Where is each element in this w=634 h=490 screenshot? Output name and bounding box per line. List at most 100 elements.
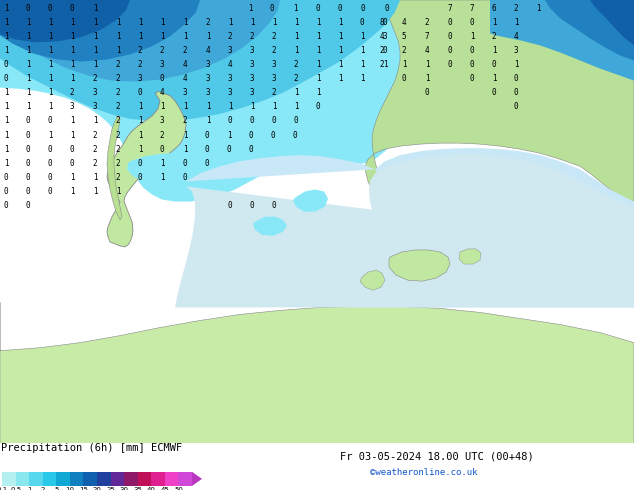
- Text: 1: 1: [48, 60, 53, 69]
- Text: 1: 1: [138, 32, 142, 41]
- Text: 6: 6: [492, 3, 496, 13]
- Text: 0: 0: [338, 3, 342, 13]
- Text: 2: 2: [115, 88, 120, 97]
- Text: 7: 7: [448, 3, 452, 13]
- Text: 1: 1: [425, 74, 429, 83]
- Text: 0: 0: [4, 201, 8, 210]
- Text: 0: 0: [294, 117, 299, 125]
- Text: 1: 1: [26, 102, 30, 111]
- Text: 1: 1: [492, 18, 496, 26]
- Polygon shape: [293, 190, 328, 212]
- Polygon shape: [107, 92, 186, 247]
- Text: 3: 3: [228, 88, 232, 97]
- Text: 2: 2: [115, 145, 120, 154]
- Text: 1: 1: [26, 74, 30, 83]
- Polygon shape: [459, 249, 481, 264]
- Text: 0: 0: [205, 159, 209, 168]
- Text: 1: 1: [70, 130, 74, 140]
- Polygon shape: [0, 0, 400, 121]
- Text: 3: 3: [138, 74, 142, 83]
- Text: 1: 1: [183, 18, 187, 26]
- Text: 2: 2: [380, 46, 384, 55]
- Text: 1: 1: [93, 60, 97, 69]
- Polygon shape: [186, 148, 634, 307]
- Bar: [84, 472, 97, 486]
- Text: 1: 1: [115, 18, 120, 26]
- Text: 0: 0: [470, 74, 474, 83]
- Text: 3: 3: [93, 88, 97, 97]
- Text: 7: 7: [470, 3, 474, 13]
- Bar: [97, 472, 110, 486]
- Text: 1: 1: [316, 60, 320, 69]
- Text: 1: 1: [183, 32, 187, 41]
- Text: 1: 1: [93, 32, 97, 41]
- Text: 1: 1: [338, 60, 342, 69]
- Text: 0: 0: [470, 18, 474, 26]
- Text: 2: 2: [160, 130, 164, 140]
- Text: 2: 2: [115, 117, 120, 125]
- Text: 0: 0: [4, 187, 8, 196]
- Text: 0: 0: [470, 60, 474, 69]
- Text: 3: 3: [250, 88, 254, 97]
- Bar: [16, 472, 29, 486]
- Text: 0: 0: [514, 102, 519, 111]
- Text: 1: 1: [4, 145, 8, 154]
- Text: 3: 3: [205, 74, 210, 83]
- Text: 0: 0: [228, 117, 232, 125]
- Text: 0: 0: [402, 74, 406, 83]
- Text: 0: 0: [26, 3, 30, 13]
- Text: 1: 1: [4, 46, 8, 55]
- Text: 3: 3: [160, 60, 164, 69]
- Text: 2: 2: [380, 60, 384, 69]
- Text: 1: 1: [338, 18, 342, 26]
- Text: 2: 2: [272, 88, 276, 97]
- Text: 3: 3: [93, 102, 97, 111]
- Bar: [178, 472, 192, 486]
- Text: 1: 1: [70, 60, 74, 69]
- Polygon shape: [590, 0, 634, 46]
- Text: 45: 45: [160, 487, 169, 490]
- Text: 1: 1: [316, 46, 320, 55]
- Text: 1: 1: [183, 130, 187, 140]
- Text: 0: 0: [48, 159, 53, 168]
- Text: 4: 4: [183, 60, 187, 69]
- Text: 1: 1: [93, 3, 97, 13]
- Text: 1: 1: [4, 102, 8, 111]
- Text: 1: 1: [359, 60, 365, 69]
- Text: 2: 2: [205, 18, 210, 26]
- Text: 1: 1: [205, 117, 210, 125]
- Text: 0: 0: [138, 173, 142, 182]
- Text: 1: 1: [272, 18, 276, 26]
- Text: 0: 0: [183, 159, 187, 168]
- Text: 50: 50: [174, 487, 183, 490]
- Text: 4: 4: [514, 32, 519, 41]
- Text: 4: 4: [228, 60, 232, 69]
- Polygon shape: [0, 0, 130, 42]
- Text: 2: 2: [115, 74, 120, 83]
- Text: 35: 35: [133, 487, 142, 490]
- Text: 1: 1: [316, 18, 320, 26]
- Text: 2: 2: [115, 130, 120, 140]
- Text: 1: 1: [93, 173, 97, 182]
- Text: 0: 0: [48, 187, 53, 196]
- Polygon shape: [127, 153, 198, 183]
- Text: 3: 3: [514, 46, 519, 55]
- Text: 1: 1: [48, 130, 53, 140]
- Text: Fr 03-05-2024 18.00 UTC (00+48): Fr 03-05-2024 18.00 UTC (00+48): [340, 452, 534, 462]
- Text: 1: 1: [160, 102, 164, 111]
- Text: 2: 2: [402, 46, 406, 55]
- Text: 1: 1: [4, 3, 8, 13]
- Text: 1: 1: [70, 74, 74, 83]
- Text: 0: 0: [293, 130, 297, 140]
- Text: 40: 40: [147, 487, 156, 490]
- Text: 1: 1: [205, 32, 210, 41]
- Text: 3: 3: [383, 32, 387, 41]
- Text: 2: 2: [41, 487, 45, 490]
- Text: 0: 0: [492, 88, 496, 97]
- Text: 2: 2: [492, 32, 496, 41]
- Text: 0: 0: [205, 130, 209, 140]
- Text: 1: 1: [48, 46, 53, 55]
- Text: 2: 2: [93, 159, 97, 168]
- Text: 2: 2: [160, 46, 164, 55]
- Text: 7: 7: [425, 32, 429, 41]
